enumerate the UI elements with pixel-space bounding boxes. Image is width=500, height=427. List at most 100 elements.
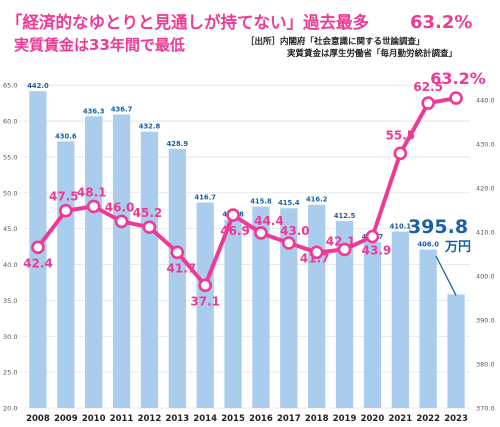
bar-2020: [363, 242, 382, 408]
line-point-2014: [198, 278, 212, 293]
right-axis-tick-label: 400.0: [476, 273, 495, 281]
x-axis-tick-label: 2019: [333, 414, 357, 424]
line-point-2017: [282, 236, 296, 250]
bar-2022: [419, 249, 437, 408]
line-value-label: 43.9: [362, 244, 392, 258]
x-axis-tick-label: 2013: [165, 414, 189, 424]
bar-value-label: 415.4: [278, 199, 300, 207]
bar-2012: [140, 131, 159, 408]
left-axis-tick-label: 50.0: [3, 189, 17, 197]
bar-2017: [280, 208, 298, 408]
bar-2011: [112, 114, 131, 409]
line-point-2009: [59, 203, 73, 218]
line-series: [31, 91, 463, 293]
line-point-2011: [114, 214, 129, 229]
line-point-2019: [337, 242, 352, 257]
right-axis-tick-label: 370.0: [476, 405, 495, 413]
bar-value-label: 436.3: [83, 107, 105, 115]
line-value-label: 47.5: [49, 190, 79, 204]
bar-value-label: 436.7: [111, 106, 133, 114]
x-axis-tick-label: 2022: [416, 414, 440, 424]
x-axis-tick-label: 2014: [193, 414, 217, 424]
bar-2014: [196, 202, 214, 408]
bar-value-label: 432.8: [139, 123, 161, 131]
x-axis-tick-label: 2020: [361, 414, 385, 424]
bar-value-label: 416.7: [194, 194, 216, 202]
line-value-label: 41.7: [300, 251, 330, 265]
x-axis-tick-label: 2018: [305, 414, 329, 424]
line-value-label: 63.2%: [430, 69, 486, 88]
right-axis-tick-label: 410.0: [476, 229, 495, 237]
line-value-label: 42.4: [23, 256, 53, 270]
bar-value-label: 442.0: [27, 82, 49, 90]
left-axis-tick-label: 30.0: [3, 333, 17, 341]
x-axis-tick-label: 2016: [249, 414, 273, 424]
bar-2021: [391, 231, 409, 408]
line-point-2022: [421, 96, 435, 110]
right-axis-tick-label: 380.0: [476, 361, 495, 369]
line-point-2008: [31, 240, 45, 255]
line-value-label: 42.1: [326, 234, 356, 248]
line-point-2020: [365, 229, 380, 244]
right-axis-tick-label: 420.0: [476, 185, 495, 193]
bar-value-label: 410.1: [390, 223, 412, 231]
line-value-label: 48.1: [77, 185, 107, 199]
x-axis-tick-label: 2008: [26, 414, 50, 424]
left-axis-tick-label: 35.0: [3, 297, 17, 305]
right-axis-tick-label: 440.0: [476, 97, 495, 105]
source-line-1: ［出所］内閣府「社会意識に関する世論調査」: [246, 36, 425, 47]
left-axis-tick-label: 25.0: [3, 369, 17, 377]
bar-value-label: 406.0: [417, 241, 439, 249]
x-axis-tick-label: 2012: [138, 414, 162, 424]
bar-value-label: 415.8: [250, 197, 272, 205]
callout-unit: 万円: [444, 240, 471, 255]
title-highlight: 63.2%: [410, 12, 472, 33]
left-axis-tick-label: 45.0: [3, 225, 17, 233]
line-value-labels: 42.4 47.548.146.045.2 41.7 37.1 46.9 44.443.0…: [23, 69, 486, 308]
right-axis-tick-label: 430.0: [476, 141, 495, 149]
line-point-2012: [142, 220, 157, 235]
line-value-label: 44.4: [254, 214, 284, 228]
bar-2013: [168, 148, 186, 408]
bar-2019: [335, 221, 354, 408]
bar-2009: [57, 141, 75, 409]
right-axis-ticks: 370.0 380.0 390.0 400.0 410.0 420.0 430.0 440.0: [476, 97, 495, 413]
x-axis-tick-label: 2009: [54, 414, 78, 424]
bar-2015: [224, 219, 242, 408]
line-point-2018: [309, 245, 324, 260]
x-axis-tick-label: 2015: [221, 414, 245, 424]
bar-2023: [447, 294, 465, 408]
line-value-label: 45.2: [133, 206, 163, 220]
line-point-2023: [449, 91, 463, 105]
left-axis-tick-label: 40.0: [3, 261, 17, 269]
line-point-2010: [86, 199, 101, 214]
left-axis-tick-label: 65.0: [3, 82, 17, 90]
bar-2010: [85, 116, 103, 408]
bar-value-label: 416.2: [306, 196, 328, 204]
bar-value-label: 428.9: [167, 140, 189, 148]
left-axis-ticks: 20.0 25.0 30.0 35.0 40.0 45.0 50.0 55.0 60.0 65.0: [3, 82, 17, 413]
line-point-2021: [393, 146, 408, 161]
x-axis-tick-label: 2021: [388, 414, 412, 424]
right-axis-tick-label: 390.0: [476, 317, 495, 325]
source-line-2: 実質賃金は厚生労働省「毎月勤労統計調査」: [287, 48, 457, 59]
line-point-2013: [170, 245, 185, 260]
x-axis-tick-label: 2011: [110, 414, 134, 424]
line-path: [35, 96, 459, 288]
line-value-label: 62.5: [413, 80, 443, 94]
callout-leader-line: [435, 255, 457, 296]
line-value-label: 37.1: [190, 294, 220, 308]
callout-value: 395.8: [408, 216, 468, 238]
line-value-label: 43.0: [280, 224, 310, 238]
line-point-2015: [226, 208, 240, 222]
line-value-label: 41.7: [167, 261, 197, 275]
title-main: 「経済的なゆとりと見通しが持てない」過去最多: [6, 12, 369, 32]
subtitle: 実質賃金は33年間で最低: [14, 36, 185, 54]
line-value-label: 46.0: [105, 200, 135, 214]
line-value-label: 46.9: [220, 224, 250, 238]
bar-2016: [252, 206, 270, 408]
bar-value-label: 430.6: [55, 132, 77, 140]
bar-2018: [308, 204, 326, 408]
